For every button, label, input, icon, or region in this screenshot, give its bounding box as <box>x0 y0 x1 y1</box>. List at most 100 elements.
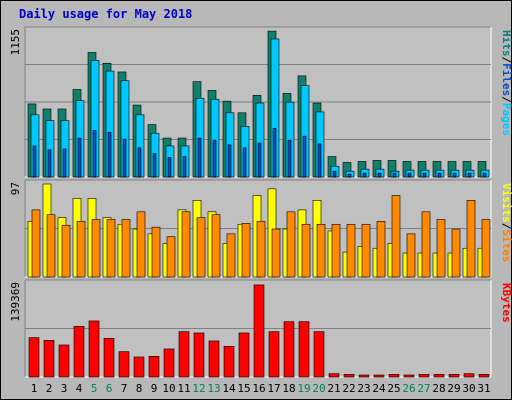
bar-sites-day-28 <box>436 219 446 278</box>
bar-sites-day-21 <box>331 223 341 278</box>
x-tick-label-day-8: 8 <box>136 382 143 395</box>
bar-kbytes-day-9 <box>148 356 160 378</box>
bar-kbytes-day-22 <box>343 374 355 378</box>
x-tick-label-day-11: 11 <box>177 382 190 395</box>
x-tick-label-day-23: 23 <box>357 382 370 395</box>
bar-sites-day-4 <box>76 221 86 278</box>
bar-pages-day-27 <box>422 172 427 178</box>
bar-kbytes-day-17 <box>268 331 280 378</box>
bar-pages-day-15 <box>242 147 247 178</box>
bar-sites-day-12 <box>196 217 206 278</box>
bar-pages-day-12 <box>197 137 202 178</box>
bar-pages-day-19 <box>302 135 307 178</box>
legend-hits: Hits <box>500 30 512 57</box>
bar-kbytes-day-3 <box>58 344 70 378</box>
x-tick-label-day-22: 22 <box>342 382 355 395</box>
bar-pages-day-13 <box>212 139 217 178</box>
bar-sites-day-20 <box>316 223 326 278</box>
bar-kbytes-day-2 <box>43 339 55 378</box>
bar-sites-day-22 <box>346 223 356 278</box>
bar-pages-day-1 <box>32 145 37 178</box>
bar-sites-day-27 <box>421 211 431 278</box>
bar-sites-day-16 <box>256 221 266 278</box>
bar-pages-day-29 <box>452 172 457 178</box>
x-tick-label-day-28: 28 <box>432 382 445 395</box>
bar-sites-day-8 <box>136 211 146 278</box>
x-tick-label-day-3: 3 <box>61 382 68 395</box>
bar-pages-day-20 <box>317 143 322 178</box>
x-tick-label-day-10: 10 <box>162 382 175 395</box>
bar-sites-day-30 <box>466 199 476 278</box>
bar-kbytes-day-10 <box>163 348 175 378</box>
bar-pages-day-7 <box>122 138 127 178</box>
bar-kbytes-day-6 <box>103 337 115 378</box>
x-tick-label-day-12: 12 <box>192 382 205 395</box>
x-tick-label-day-16: 16 <box>252 382 265 395</box>
bar-pages-day-18 <box>287 139 292 178</box>
x-tick-label-day-19: 19 <box>297 382 310 395</box>
bar-sites-day-19 <box>301 223 311 278</box>
x-tick-label-day-5: 5 <box>91 382 98 395</box>
x-tick-label-day-26: 26 <box>402 382 415 395</box>
bar-pages-day-16 <box>257 142 262 178</box>
x-tick-label-day-9: 9 <box>151 382 158 395</box>
x-tick-label-day-29: 29 <box>447 382 460 395</box>
bar-kbytes-day-19 <box>298 321 310 378</box>
bar-sites-day-1 <box>31 209 41 278</box>
bar-kbytes-day-20 <box>313 331 325 378</box>
x-tick-label-day-18: 18 <box>282 382 295 395</box>
bar-pages-day-22 <box>347 173 352 178</box>
legend-kbytes: KBytes <box>500 283 512 323</box>
panel-visits-sites-max-label: 97 <box>9 182 22 195</box>
bar-kbytes-day-15 <box>238 332 250 378</box>
legend-sites: Sites <box>500 229 512 262</box>
bar-kbytes-day-28 <box>433 374 445 378</box>
bar-pages-day-30 <box>467 172 472 178</box>
bar-pages-day-4 <box>77 137 82 178</box>
x-tick-label-day-27: 27 <box>417 382 430 395</box>
bar-sites-day-13 <box>211 214 221 278</box>
x-tick-label-day-17: 17 <box>267 382 280 395</box>
bar-sites-day-26 <box>406 233 416 278</box>
bar-sites-day-10 <box>166 236 176 278</box>
bar-kbytes-day-11 <box>178 331 190 378</box>
bar-pages-day-24 <box>377 172 382 178</box>
bar-pages-day-23 <box>362 172 367 178</box>
bar-kbytes-day-7 <box>118 351 130 378</box>
bar-sites-day-31 <box>481 219 491 278</box>
bar-pages-day-10 <box>167 157 172 178</box>
bar-kbytes-day-29 <box>448 374 460 378</box>
x-tick-label-day-14: 14 <box>222 382 236 395</box>
bar-sites-day-6 <box>106 219 116 278</box>
bar-pages-day-26 <box>407 172 412 178</box>
bar-kbytes-day-8 <box>133 356 145 378</box>
x-tick-label-day-6: 6 <box>106 382 113 395</box>
bar-pages-day-17 <box>272 128 277 178</box>
x-tick-label-day-15: 15 <box>237 382 250 395</box>
bar-sites-day-15 <box>241 223 251 278</box>
bar-pages-day-25 <box>392 172 397 178</box>
bar-sites-day-18 <box>286 211 296 278</box>
x-tick-label-day-31: 31 <box>477 382 490 395</box>
bar-kbytes-day-26 <box>403 374 415 378</box>
bar-sites-day-17 <box>271 228 281 278</box>
bar-sites-day-29 <box>451 228 461 278</box>
bar-kbytes-day-25 <box>388 374 400 378</box>
bar-kbytes-day-14 <box>223 346 235 378</box>
x-tick-label-day-2: 2 <box>46 382 53 395</box>
x-tick-label-day-7: 7 <box>121 382 128 395</box>
panel-kbytes-legend: KBytes <box>500 283 512 323</box>
bar-kbytes-day-23 <box>358 374 370 378</box>
panel-pages-files-hits-legend: Hits/Files/Pages <box>500 30 512 136</box>
bar-pages-day-9 <box>152 153 157 178</box>
x-tick-label-day-4: 4 <box>76 382 83 395</box>
bar-pages-day-21 <box>332 170 337 178</box>
bar-kbytes-day-12 <box>193 332 205 378</box>
bar-kbytes-day-30 <box>463 373 475 378</box>
panel-visits-sites-legend: Visits/Sites <box>500 183 512 263</box>
chart-title: Daily usage for May 2018 <box>19 7 193 21</box>
x-tick-label-day-13: 13 <box>207 382 220 395</box>
x-tick-label-day-24: 24 <box>372 382 386 395</box>
bar-sites-day-2 <box>46 214 56 278</box>
